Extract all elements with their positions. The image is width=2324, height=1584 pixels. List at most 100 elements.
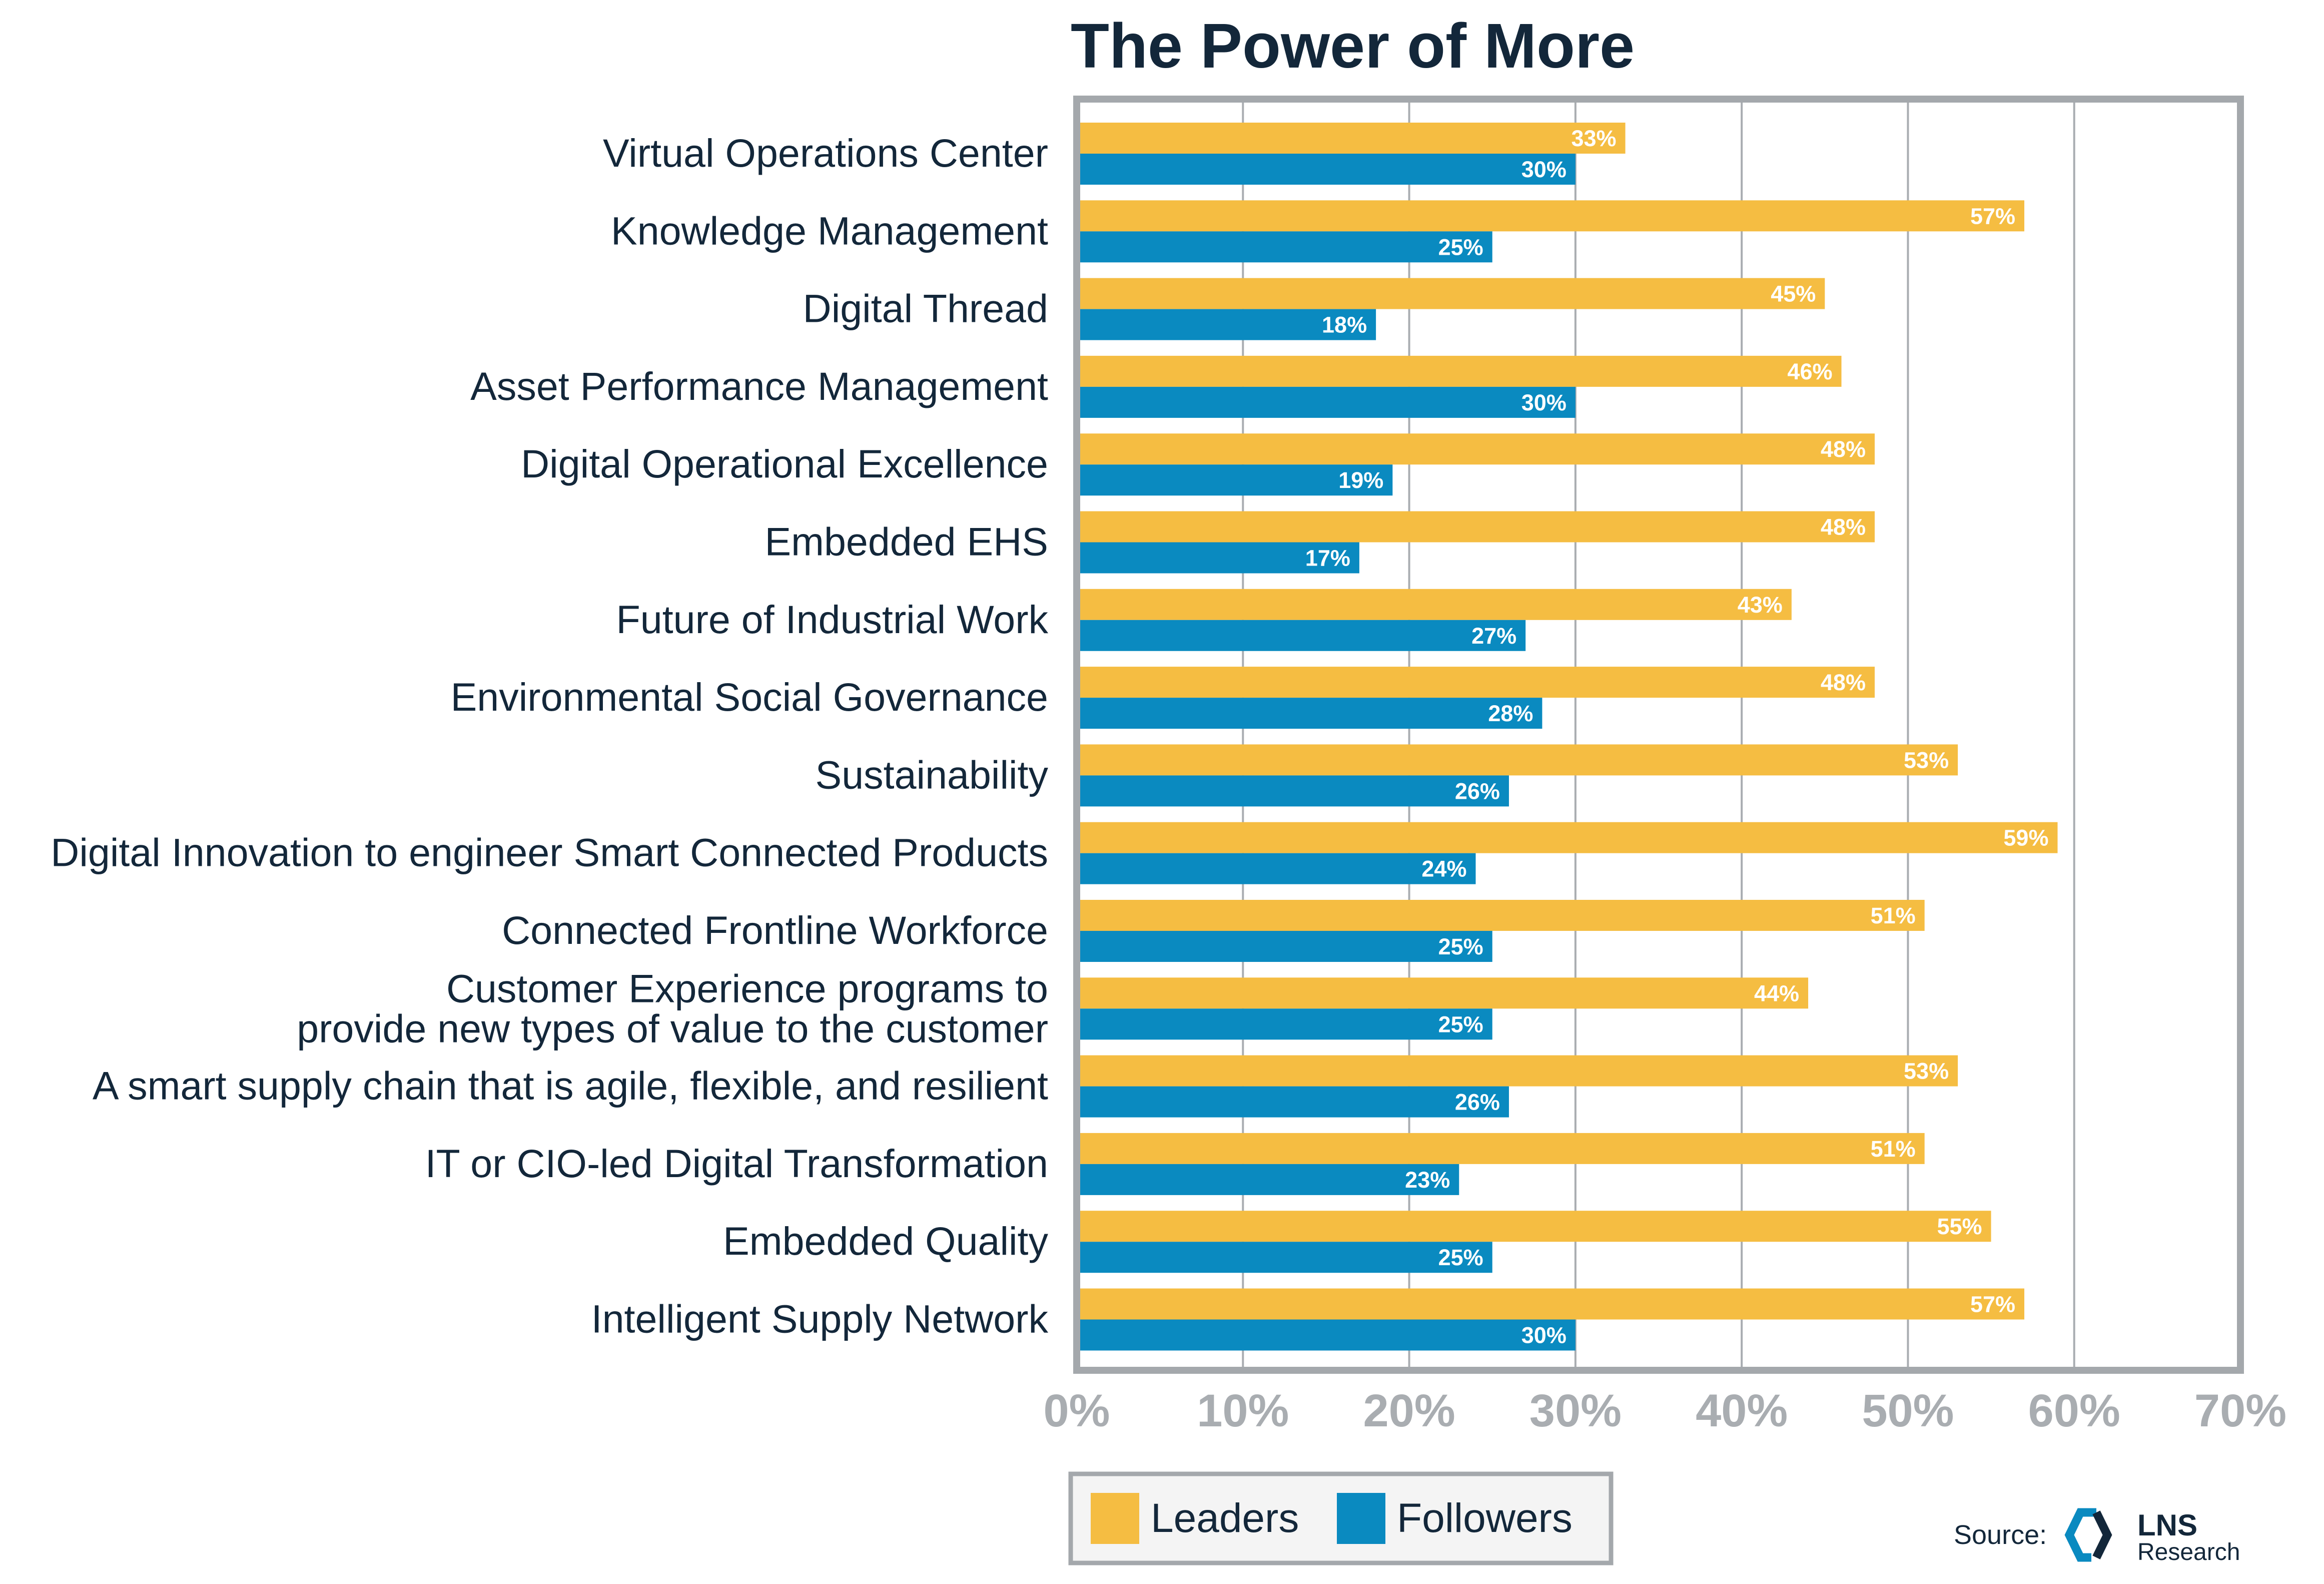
data-label-leaders: 59% xyxy=(2003,825,2048,851)
bar-followers xyxy=(1077,1242,1492,1273)
legend-label-followers: Followers xyxy=(1397,1495,1573,1541)
lns-logo-icon xyxy=(2064,1508,2112,1562)
x-tick-label: 40% xyxy=(1696,1385,1788,1436)
x-tick-label: 30% xyxy=(1529,1385,1622,1436)
data-label-leaders: 46% xyxy=(1787,359,1832,384)
bar-followers xyxy=(1077,1164,1459,1195)
x-tick-label: 0% xyxy=(1044,1385,1110,1436)
category-label: Knowledge Management xyxy=(611,208,1048,253)
data-label-leaders: 33% xyxy=(1571,126,1616,151)
category-label: Digital Operational Excellence xyxy=(521,441,1048,486)
x-tick-label: 50% xyxy=(1862,1385,1954,1436)
category-label: Customer Experience programs to xyxy=(446,966,1048,1010)
data-label-followers: 25% xyxy=(1438,234,1483,260)
category-label: Environmental Social Governance xyxy=(451,675,1048,719)
data-label-leaders: 48% xyxy=(1821,514,1866,540)
data-label-leaders: 51% xyxy=(1871,903,1916,928)
bar-leaders xyxy=(1077,123,1626,154)
legend-swatch-followers xyxy=(1337,1493,1385,1544)
category-label: Digital Thread xyxy=(803,286,1048,331)
data-label-followers: 18% xyxy=(1322,312,1367,338)
bar-followers xyxy=(1077,386,1576,418)
bar-leaders xyxy=(1077,1055,1958,1087)
plot-area: 33% 57% 45% 46% 48% 48% 43% 48% 53% 59% 51% 44% 53% 5… xyxy=(51,96,2286,1436)
source-label: Source: xyxy=(1954,1520,2047,1550)
bar-followers xyxy=(1077,620,1526,651)
data-label-leaders: 43% xyxy=(1738,592,1783,618)
data-label-followers: 28% xyxy=(1488,701,1533,726)
bar-leaders xyxy=(1077,200,2025,232)
bar-leaders xyxy=(1077,589,1792,620)
category-label: Asset Performance Management xyxy=(470,364,1048,408)
data-label-followers: 30% xyxy=(1521,390,1567,415)
legend: Leaders Followers xyxy=(1068,1471,1614,1565)
bar-followers xyxy=(1077,1086,1509,1118)
bar-followers xyxy=(1077,154,1576,185)
bar-leaders xyxy=(1077,822,2058,853)
bar-leaders xyxy=(1077,900,1925,931)
category-label: Future of Industrial Work xyxy=(616,597,1049,642)
bar-leaders xyxy=(1077,1288,2025,1320)
bar-followers xyxy=(1077,542,1359,574)
x-tick-label: 20% xyxy=(1363,1385,1455,1436)
bar-followers xyxy=(1077,853,1476,884)
data-label-followers: 30% xyxy=(1521,1323,1567,1348)
data-label-followers: 25% xyxy=(1438,1011,1483,1037)
bar-leaders xyxy=(1077,278,1825,309)
category-label: Digital Innovation to engineer Smart Con… xyxy=(51,830,1048,875)
data-label-followers: 30% xyxy=(1521,157,1567,182)
x-tick-label: 70% xyxy=(2194,1385,2286,1436)
plot-frame xyxy=(1073,96,2244,1374)
category-label: A smart supply chain that is agile, flex… xyxy=(93,1064,1048,1108)
data-label-leaders: 55% xyxy=(1937,1214,1982,1239)
logo-subtitle: Research xyxy=(2137,1539,2240,1565)
data-label-leaders: 57% xyxy=(1970,203,2015,229)
bar-leaders xyxy=(1077,977,1809,1009)
data-label-leaders: 53% xyxy=(1904,747,1949,773)
legend-swatch-leaders xyxy=(1091,1493,1139,1544)
bar-followers xyxy=(1077,931,1492,962)
bar-leaders xyxy=(1077,744,1958,776)
category-label: Connected Frontline Workforce xyxy=(502,908,1048,952)
bar-leaders xyxy=(1077,355,1842,387)
bar-followers xyxy=(1077,309,1376,340)
data-label-leaders: 45% xyxy=(1771,281,1816,307)
bar-leaders xyxy=(1077,433,1875,465)
bar-followers xyxy=(1077,698,1542,729)
bar-leaders xyxy=(1077,1211,1991,1242)
data-label-followers: 19% xyxy=(1338,467,1383,493)
data-label-leaders: 57% xyxy=(1970,1292,2015,1317)
source-credit: Source: LNS Research xyxy=(1954,1508,2240,1565)
chart-title: The Power of More xyxy=(1071,11,1635,81)
data-label-leaders: 48% xyxy=(1821,436,1866,462)
logo-name: LNS xyxy=(2137,1508,2197,1542)
data-label-followers: 24% xyxy=(1421,856,1466,882)
bar-followers xyxy=(1077,775,1509,807)
data-label-followers: 25% xyxy=(1438,1245,1483,1270)
data-label-followers: 26% xyxy=(1455,778,1500,804)
category-label: Intelligent Supply Network xyxy=(591,1297,1049,1341)
category-label: Sustainability xyxy=(816,752,1049,797)
data-label-leaders: 53% xyxy=(1904,1059,1949,1084)
data-label-followers: 23% xyxy=(1405,1167,1450,1193)
bar-leaders xyxy=(1077,511,1875,543)
category-label: IT or CIO-led Digital Transformation xyxy=(425,1141,1048,1186)
x-tick-label: 60% xyxy=(2028,1385,2120,1436)
bar-followers xyxy=(1077,1319,1576,1351)
data-label-leaders: 44% xyxy=(1754,980,1799,1006)
x-tick-label: 10% xyxy=(1197,1385,1289,1436)
category-label: Virtual Operations Center xyxy=(603,131,1048,175)
category-label: Embedded Quality xyxy=(723,1219,1048,1263)
data-label-followers: 26% xyxy=(1455,1090,1500,1115)
bar-leaders xyxy=(1077,1133,1925,1164)
data-label-followers: 25% xyxy=(1438,934,1483,959)
bar-followers xyxy=(1077,1008,1492,1040)
category-label: provide new types of value to the custom… xyxy=(297,1006,1048,1050)
data-label-leaders: 51% xyxy=(1871,1136,1916,1162)
bar-followers xyxy=(1077,231,1492,263)
bar-leaders xyxy=(1077,667,1875,698)
bar-followers xyxy=(1077,464,1393,496)
data-label-followers: 17% xyxy=(1305,546,1350,571)
category-label: Embedded EHS xyxy=(764,519,1048,564)
